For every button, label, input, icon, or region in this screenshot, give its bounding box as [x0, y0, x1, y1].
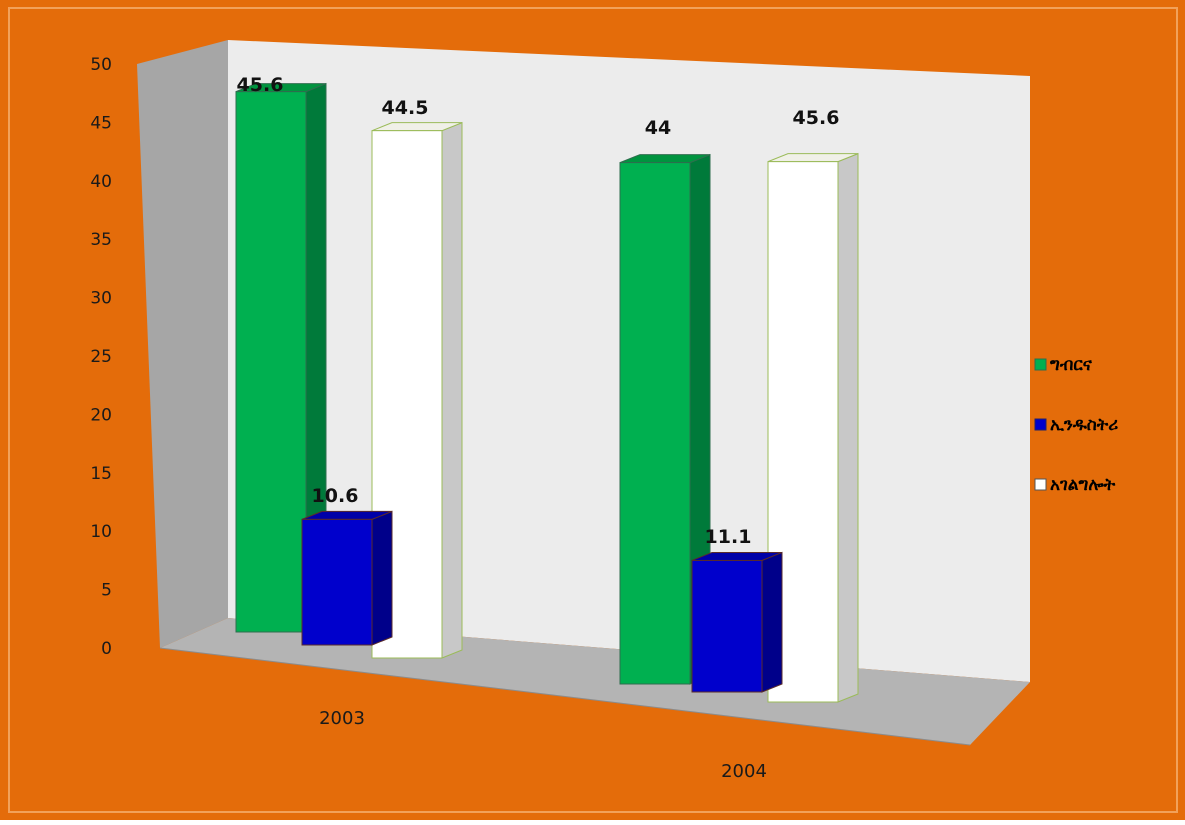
data-label: 11.1 [705, 526, 752, 548]
legend-label: ግብርና [1050, 355, 1093, 375]
legend-swatch [1034, 418, 1047, 431]
y-tick-label: 30 [90, 289, 112, 309]
bar-side [837, 152, 859, 703]
data-label: 44 [645, 117, 671, 139]
y-tick-label: 5 [101, 581, 112, 601]
y-axis: 0 5 10 15 20 25 30 35 40 45 50 [90, 55, 112, 659]
legend: ግብርና ኢንዱስትሪ አገልግሎት [1034, 355, 1118, 495]
y-tick-label: 10 [90, 522, 112, 542]
legend-swatch [1034, 358, 1047, 371]
x-category-label: 2003 [319, 708, 365, 729]
data-label: 10.6 [312, 485, 359, 507]
y-tick-label: 35 [90, 230, 112, 250]
data-label: 45.6 [793, 107, 840, 129]
bar [691, 559, 763, 693]
chart-side-wall [137, 40, 228, 648]
bar [235, 91, 307, 633]
y-tick-label: 25 [90, 347, 112, 367]
category-labels-group: 2003 2004 [319, 708, 767, 782]
bar [619, 162, 691, 685]
x-axis-line [159, 647, 971, 746]
bars-group [235, 82, 859, 703]
data-label: 44.5 [382, 97, 429, 119]
bar-side [371, 510, 393, 646]
data-label: 45.6 [237, 74, 284, 96]
bar [301, 518, 373, 646]
y-tick-label: 50 [90, 55, 112, 75]
y-tick-label: 40 [90, 172, 112, 192]
y-tick-label: 45 [90, 113, 112, 133]
y-tick-label: 0 [101, 639, 112, 659]
data-labels-group: 45.6 44.5 10.6 44 45.6 11.1 [237, 74, 840, 548]
x-category-label: 2004 [721, 761, 767, 782]
bar-side [761, 551, 783, 693]
bar-side [441, 121, 463, 659]
y-tick-label: 15 [90, 464, 112, 484]
chart-border [8, 7, 1178, 813]
legend-label: ኢንዱስትሪ [1050, 415, 1118, 435]
y-tick-label: 20 [90, 405, 112, 425]
legend-label: አገልግሎት [1050, 475, 1116, 495]
legend-swatch [1034, 478, 1047, 491]
